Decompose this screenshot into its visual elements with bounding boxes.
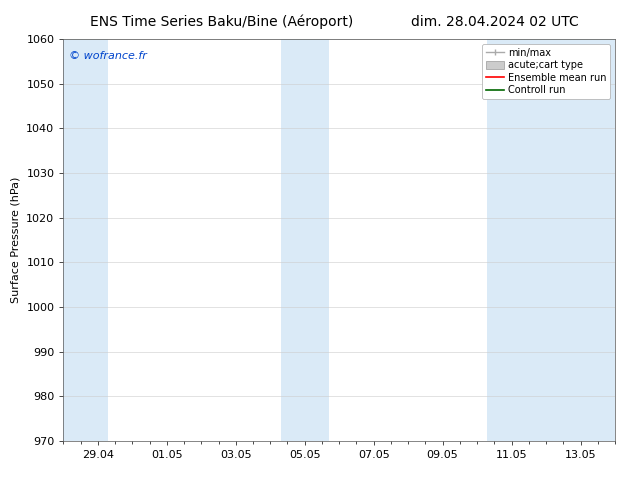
Text: ENS Time Series Baku/Bine (Aéroport): ENS Time Series Baku/Bine (Aéroport) [90,15,354,29]
Bar [63,39,108,441]
Legend: min/max, acute;cart type, Ensemble mean run, Controll run: min/max, acute;cart type, Ensemble mean … [482,44,610,99]
Text: dim. 28.04.2024 02 UTC: dim. 28.04.2024 02 UTC [411,15,578,29]
Text: © wofrance.fr: © wofrance.fr [69,51,147,61]
Bar [281,39,329,441]
Y-axis label: Surface Pressure (hPa): Surface Pressure (hPa) [11,177,21,303]
Bar [488,39,615,441]
